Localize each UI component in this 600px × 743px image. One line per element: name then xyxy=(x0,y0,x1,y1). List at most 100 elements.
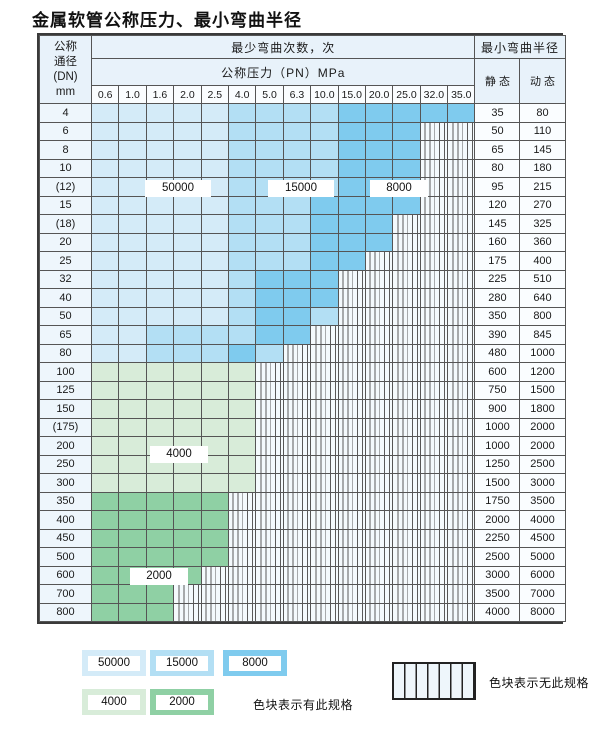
cell-zone-1 xyxy=(118,121,147,141)
cell-zone-2 xyxy=(145,417,175,437)
cell-zone-7 xyxy=(282,584,312,604)
cell-radius-static: 900 xyxy=(474,399,521,419)
cell-zone-10 xyxy=(364,306,394,326)
cell-zone-0 xyxy=(90,269,120,289)
cell-zone-10 xyxy=(364,399,394,419)
legend-swatch-label: 2000 xyxy=(156,694,208,710)
cell-radius-dynamic: 2000 xyxy=(519,417,566,437)
cell-zone-4 xyxy=(200,417,229,437)
cell-zone-7 xyxy=(282,454,312,474)
cell-zone-6 xyxy=(255,140,284,160)
legend-swatch-label: 4000 xyxy=(88,694,140,710)
cell-zone-12 xyxy=(419,528,449,548)
cell-zone-9 xyxy=(337,436,366,456)
cell-zone-6 xyxy=(255,436,284,456)
cell-radius-static: 160 xyxy=(474,232,521,252)
cell-dn: 200 xyxy=(39,436,92,456)
cell-zone-6 xyxy=(255,288,284,308)
cell-zone-5 xyxy=(227,195,257,215)
cell-zone-11 xyxy=(392,251,421,271)
cell-zone-13 xyxy=(447,380,476,400)
cell-zone-7 xyxy=(282,288,312,308)
cell-zone-7 xyxy=(282,158,312,178)
cell-zone-0 xyxy=(90,380,120,400)
cell-zone-10 xyxy=(364,362,394,382)
cell-dn: 50 xyxy=(39,306,92,326)
cell-zone-11 xyxy=(392,380,421,400)
cell-zone-6 xyxy=(255,380,284,400)
cell-dn: 600 xyxy=(39,565,92,585)
cell-zone-8 xyxy=(310,528,339,548)
header-pressure-6: 5.0 xyxy=(255,85,284,104)
cell-zone-11 xyxy=(392,103,421,123)
cell-zone-1 xyxy=(118,454,147,474)
table-row: 250 1250 2500 xyxy=(39,454,566,474)
cell-zone-9 xyxy=(337,491,366,511)
cell-zone-12 xyxy=(419,362,449,382)
cell-dn: 300 xyxy=(39,473,92,493)
cell-zone-5 xyxy=(227,214,257,234)
cell-radius-static: 225 xyxy=(474,269,521,289)
cell-zone-2 xyxy=(145,380,175,400)
cell-zone-13 xyxy=(447,158,476,178)
cell-zone-8 xyxy=(310,436,339,456)
cell-zone-0 xyxy=(90,473,120,493)
table-row: 700 3500 7000 xyxy=(39,584,566,604)
cell-zone-1 xyxy=(118,399,147,419)
cell-zone-10 xyxy=(364,325,394,345)
cell-zone-1 xyxy=(118,251,147,271)
cell-zone-13 xyxy=(447,288,476,308)
cell-zone-5 xyxy=(227,362,257,382)
cell-zone-13 xyxy=(447,417,476,437)
cell-zone-11 xyxy=(392,528,421,548)
cell-radius-dynamic: 2000 xyxy=(519,436,566,456)
cell-radius-static: 3500 xyxy=(474,584,521,604)
cell-radius-dynamic: 4000 xyxy=(519,510,566,530)
cell-dn: 25 xyxy=(39,251,92,271)
table-row: 300 1500 3000 xyxy=(39,473,566,493)
cell-zone-1 xyxy=(118,510,147,530)
cell-zone-0 xyxy=(90,399,120,419)
cell-zone-1 xyxy=(118,436,147,456)
cell-dn: 8 xyxy=(39,140,92,160)
cell-zone-4 xyxy=(200,491,229,511)
cell-zone-3 xyxy=(173,343,202,363)
cell-zone-2 xyxy=(145,362,175,382)
cell-zone-8 xyxy=(310,399,339,419)
cell-zone-7 xyxy=(282,399,312,419)
cell-zone-3 xyxy=(173,140,202,160)
cell-radius-static: 35 xyxy=(474,103,521,123)
cell-zone-4 xyxy=(200,473,229,493)
cell-zone-0 xyxy=(90,306,120,326)
cell-zone-7 xyxy=(282,380,312,400)
cell-radius-dynamic: 3000 xyxy=(519,473,566,493)
cell-zone-5 xyxy=(227,103,257,123)
table-row: 100 600 1200 xyxy=(39,362,566,382)
cell-zone-10 xyxy=(364,158,394,178)
cell-radius-dynamic: 270 xyxy=(519,195,566,215)
cell-radius-static: 2500 xyxy=(474,547,521,567)
cell-zone-8 xyxy=(310,343,339,363)
cell-zone-9 xyxy=(337,103,366,123)
cell-zone-4 xyxy=(200,214,229,234)
cell-zone-10 xyxy=(364,103,394,123)
cell-zone-10 xyxy=(364,288,394,308)
table-row: 6 50 110 xyxy=(39,121,566,141)
cell-zone-0 xyxy=(90,177,120,197)
cell-zone-13 xyxy=(447,436,476,456)
header-radius-static: 静 态 xyxy=(474,58,521,104)
cell-zone-1 xyxy=(118,473,147,493)
cell-zone-3 xyxy=(173,195,202,215)
cell-zone-3 xyxy=(173,380,202,400)
cell-zone-10 xyxy=(364,195,394,215)
cell-zone-6 xyxy=(255,491,284,511)
cell-zone-6 xyxy=(255,399,284,419)
cell-radius-static: 750 xyxy=(474,380,521,400)
cell-dn: 80 xyxy=(39,343,92,363)
cell-zone-12 xyxy=(419,510,449,530)
table-row: 80 480 1000 xyxy=(39,343,566,363)
cell-zone-12 xyxy=(419,232,449,252)
header-pressure-1: 1.0 xyxy=(118,85,147,104)
legend-no-spec-text: 色块表示无此规格 xyxy=(489,676,590,690)
